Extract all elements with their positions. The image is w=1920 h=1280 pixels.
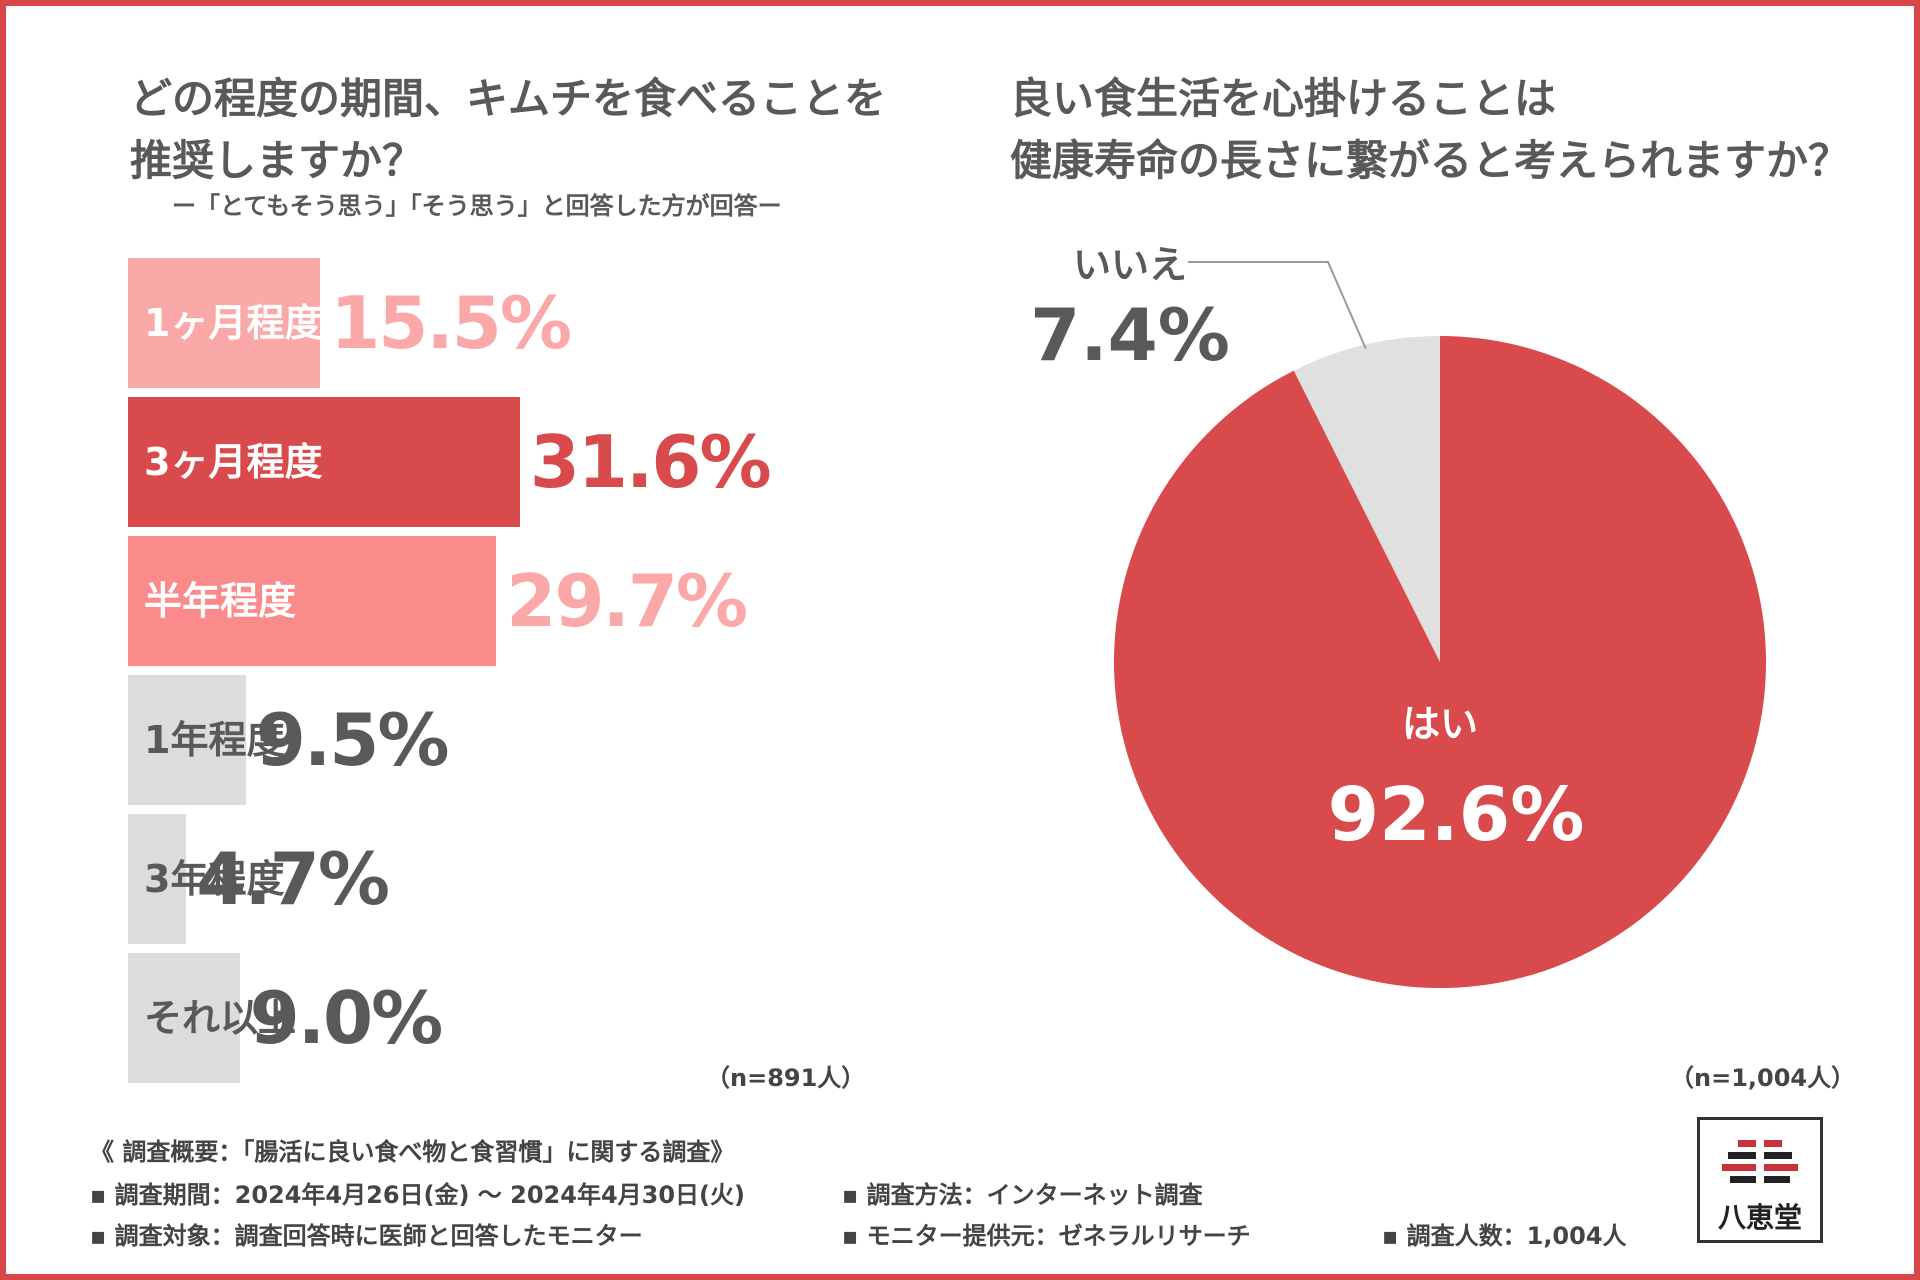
bar-value-label: 9.5%: [255, 698, 450, 782]
right-title-line1: 良い食生活を心掛けることは: [1010, 74, 1557, 123]
bar-value-label: 15.5%: [330, 281, 572, 365]
pie-chart: いいえ 7.4% はい 92.6%: [1030, 243, 1766, 988]
survey-count: ▪ 調査人数：1,004人: [1382, 1222, 1627, 1250]
pie-label-yes: はい: [1402, 702, 1478, 746]
survey-overview: 《 調査概要：「腸活に良い食べ物と食習慣」に関する調査》: [90, 1138, 735, 1166]
bar-value-label: 29.7%: [506, 559, 748, 643]
bar-rect: [128, 675, 246, 805]
bar-rect: [128, 953, 240, 1083]
bar-value-label: 4.7%: [196, 837, 390, 921]
bar-category-label: それ以上: [144, 996, 297, 1040]
bar-category-label: 1ヶ月程度: [144, 301, 323, 345]
pie-label-no: いいえ: [1073, 243, 1187, 287]
brand-logo: 八恵堂: [1697, 1117, 1823, 1243]
survey-target: ▪ 調査対象：調査回答時に医師と回答したモニター: [90, 1222, 643, 1250]
bar-rect: [128, 258, 321, 388]
left-sample-size: （n=891人）: [706, 1064, 866, 1092]
right-chart-title: 良い食生活を心掛けることは 健康寿命の長さに繋がると考えられますか？: [1010, 68, 1890, 192]
bar-category-label: 半年程度: [144, 579, 297, 623]
pie-value-no: 7.4%: [1030, 293, 1230, 377]
pie-value-yes: 92.6%: [1328, 772, 1585, 858]
bar-category-label: 3ヶ月程度: [144, 440, 323, 484]
logo-emblem-icon: [1722, 1136, 1798, 1186]
logo-text: 八恵堂: [1717, 1201, 1802, 1234]
left-chart-title: どの程度の期間、キムチを食べることを 推奨しますか？: [130, 68, 950, 192]
left-title-line2: 推奨しますか？: [130, 136, 425, 185]
survey-provider: ▪ モニター提供元：ゼネラルリサーチ: [842, 1222, 1251, 1250]
bar-rect: [128, 814, 187, 944]
bar-value-label: 9.0%: [249, 976, 444, 1060]
bar-category-label: 3年程度: [144, 857, 285, 901]
pie-leader-line-no: [1188, 261, 1367, 350]
bar-value-label: 31.6%: [529, 420, 772, 504]
pie-slice-yes: [1113, 336, 1766, 988]
right-title-line2: 健康寿命の長さに繋がると考えられますか？: [1010, 136, 1851, 185]
left-chart-subtitle: ー「とてもそう思う」「そう思う」と回答した方が回答ー: [172, 192, 782, 220]
bar-rect: [128, 397, 520, 527]
right-sample-size: （n=1,004人）: [1670, 1064, 1856, 1092]
left-title-line1: どの程度の期間、キムチを食べることを: [130, 74, 887, 123]
bar-category-label: 1年程度: [144, 718, 285, 762]
survey-method: ▪ 調査方法：インターネット調査: [842, 1181, 1203, 1209]
pie-slice-no: [1293, 336, 1440, 662]
bar-rect: [128, 536, 497, 666]
survey-period: ▪ 調査期間：2024年4月26日(金) 〜 2024年4月30日(火): [90, 1181, 745, 1209]
